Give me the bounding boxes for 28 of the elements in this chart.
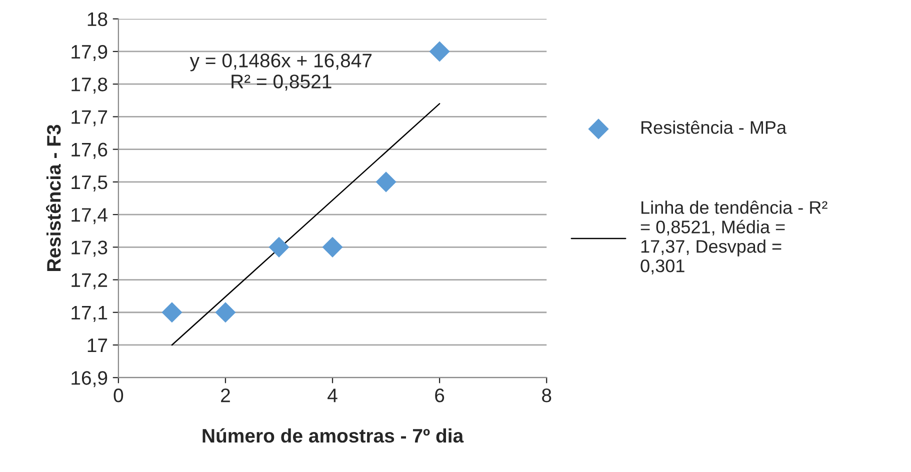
point (429, 41, 450, 62)
y-tick-label: 16,9 (72, 371, 108, 388)
x-axis-title: Número de amostras - 7º dia (202, 428, 464, 443)
x-tick-label: 6 (435, 388, 444, 402)
x-tick-label: 8 (542, 388, 552, 402)
x-tick-label: 2 (221, 388, 230, 402)
y-tick-label: 17,2 (72, 273, 108, 290)
legend-label: Linha de tendência - R² = 0,8521, Média = 17,37, Desvpad = 0,301 (640, 200, 828, 274)
annotation: y = 0,1486x + 16,847 R² = 0,8521 (190, 54, 372, 91)
point (215, 302, 236, 323)
y-tick-label: 17,8 (72, 78, 108, 94)
y-tick-label: 17,1 (72, 306, 108, 322)
point (162, 302, 182, 323)
y-tick-label: 17,7 (72, 110, 108, 126)
y-tick-label: 17,6 (72, 142, 108, 159)
y-tick-label: 17,3 (72, 240, 108, 257)
y-tick-label: 17 (88, 338, 108, 352)
x-tick-label: 0 (114, 388, 124, 402)
x-tick-label: 4 (328, 388, 338, 402)
point (322, 236, 343, 258)
y-tick-label: 17,4 (72, 208, 108, 224)
y-tick-label: 17,5 (72, 176, 108, 192)
point (268, 236, 290, 258)
y-axis-title: Resistência - F3 (46, 124, 61, 271)
legend-label: Resistência - MPa (642, 120, 787, 134)
point (376, 172, 396, 192)
y-tick-label: 18 (88, 12, 108, 26)
y-tick-label: 17,9 (72, 44, 108, 62)
